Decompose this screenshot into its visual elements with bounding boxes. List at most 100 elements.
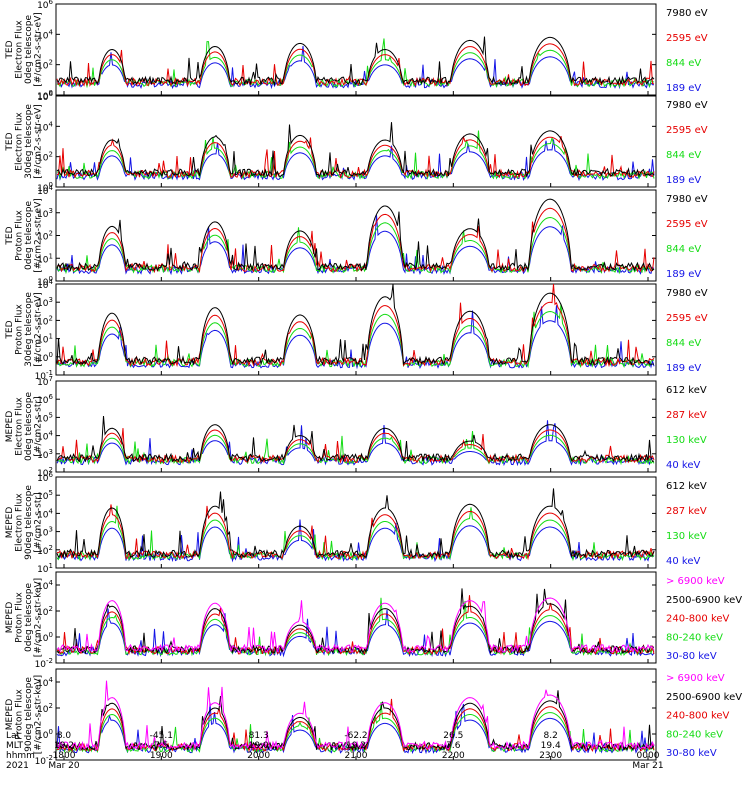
legend-entry: 2595 eV: [666, 219, 708, 230]
legend-entry: 30-80 keV: [666, 651, 717, 662]
series-line--6900-kev: [56, 597, 655, 654]
y-tick-label-0-3: 100: [37, 89, 53, 102]
y-axis-label: MEPEDProton Flux0deg telescope[#/cm2-s-s…: [5, 578, 44, 657]
series-line-612-kev: [56, 488, 655, 559]
x-tick-label-lat: 8.0: [57, 731, 72, 741]
y-axis-label: TEDElectron Flux0deg telescope[#/cm2-s-s…: [5, 12, 44, 87]
legend-entry: 2500-6900 keV: [666, 595, 742, 606]
y-tick-label-5-1: 105: [37, 489, 53, 502]
x-tick-label-hhmm: 1900: [150, 751, 173, 761]
legend-entry: 287 keV: [666, 410, 707, 421]
y-tick-label-5-5: 101: [37, 562, 53, 575]
y-tick-label-5-2: 104: [37, 507, 53, 520]
legend-entry: 40 keV: [666, 460, 700, 471]
y-tick-label-2-3: 101: [37, 252, 53, 265]
y-axis-label: TEDElectron Flux30deg telescope[#/cm2-s-…: [5, 104, 44, 179]
x-tick-label-mlt: 7.5: [154, 741, 168, 751]
legend-entry: 844 eV: [666, 338, 701, 349]
legend-entry: 80-240 keV: [666, 632, 723, 643]
panel-1: 106 104 102 100 TEDElectron Flux30deg telesc…: [5, 90, 708, 194]
y-tick-label-6-3: 10-2: [35, 657, 53, 670]
legend-entry: 2595 eV: [666, 125, 708, 136]
y-tick-label-5-4: 102: [37, 544, 53, 557]
y-tick-label-1-1: 104: [37, 120, 53, 133]
legend-entry: 7980 eV: [666, 100, 708, 111]
y-tick-label-6-2: 100: [37, 631, 53, 644]
legend-entry: 189 eV: [666, 175, 701, 186]
legend-entry: 612 keV: [666, 385, 707, 396]
series-line-2500-6900-kev: [56, 690, 655, 752]
legend-entry: 844 eV: [666, 150, 701, 161]
y-tick-label-2-2: 102: [37, 230, 53, 243]
y-tick-label-6-1: 102: [37, 605, 53, 618]
legend-entry: 2595 eV: [666, 313, 708, 324]
y-tick-label-3-5: 10-1: [35, 369, 53, 382]
y-tick-label-4-2: 105: [37, 411, 53, 424]
x-tick-label-hhmm: 0000: [637, 751, 660, 761]
y-tick-label-4-0: 107: [37, 375, 53, 388]
series-line-130-kev: [56, 505, 655, 562]
series-line-40-kev: [57, 519, 655, 563]
legend-entry: 612 keV: [666, 481, 707, 492]
y-tick-label-4-4: 103: [37, 448, 53, 461]
series-line-612-kev: [56, 415, 655, 463]
legend-entry: 240-800 keV: [666, 711, 730, 722]
y-axis-label: MEPEDElectron Flux0deg telescope[#/cm2-s…: [5, 392, 44, 462]
panel-4: 107 106 105 104 103 102 MEPEDElectron Flux0deg…: [5, 375, 707, 479]
legend-entry: 130 keV: [666, 435, 707, 446]
y-tick-label-0-2: 102: [37, 59, 53, 72]
legend-entry: 130 keV: [666, 531, 707, 542]
x-tick-label-date: Mar 21: [632, 761, 663, 771]
y-tick-label-5-0: 106: [37, 471, 53, 484]
legend-entry: > 6900 keV: [666, 673, 725, 684]
legend-entry: 30-80 keV: [666, 748, 717, 759]
y-tick-label-3-4: 100: [37, 351, 53, 364]
panel-5: 106 105 104 103 102 101 MEPEDElectron Flux90de…: [5, 471, 707, 575]
x-tick-label-lat: -62.2: [344, 731, 367, 741]
series-line-287-kev: [57, 428, 655, 464]
y-tick-label-3-2: 102: [37, 314, 53, 327]
panel-0: 106 104 102 100 TEDElectron Flux0deg telesco…: [5, 0, 708, 102]
y-tick-label-5-3: 103: [37, 526, 53, 539]
series-line-7980-ev: [56, 122, 655, 179]
x-tick-label-lat: 26.5: [443, 731, 463, 741]
x-row-label: Lat: [6, 731, 21, 741]
y-axis-label: TEDProton Flux30deg telescope[#/cm2-s-st…: [5, 292, 44, 367]
y-tick-label-7-1: 102: [37, 702, 53, 715]
legend-entry: 844 eV: [666, 244, 701, 255]
x-tick-label-mlt: 19.4: [541, 741, 561, 751]
x-tick-label-lat: -45.1: [150, 731, 173, 741]
y-tick-label-4-1: 106: [37, 393, 53, 406]
legend-entry: 80-240 keV: [666, 729, 723, 740]
y-tick-label-2-0: 104: [37, 184, 53, 197]
y-tick-label-7-2: 100: [37, 728, 53, 741]
y-tick-label-0-1: 104: [37, 28, 53, 41]
x-tick-label-lat: 8.2: [544, 731, 558, 741]
legend-entry: 189 eV: [666, 269, 701, 280]
y-tick-label-1-3: 100: [37, 181, 53, 194]
x-tick-label-lat: 81.3: [249, 731, 269, 741]
legend-entry: 7980 eV: [666, 8, 708, 19]
series-line-2595-ev: [56, 283, 655, 368]
legend-entry: > 6900 keV: [666, 576, 725, 587]
y-tick-label-4-3: 104: [37, 430, 53, 443]
y-tick-label-7-3: 10-2: [35, 754, 53, 767]
y-tick-label-3-0: 104: [37, 278, 53, 291]
x-tick-label-date: Mar 20: [48, 761, 80, 771]
legend-entry: 40 keV: [666, 556, 700, 567]
x-tick-label-hhmm: 2100: [345, 751, 368, 761]
y-axis-label: TEDProton Flux0deg telescope[#/cm2-s-str…: [5, 198, 44, 273]
y-tick-label-3-3: 101: [37, 333, 53, 346]
series-line-189-ev: [56, 46, 654, 90]
x-tick-label-hhmm: 2000: [247, 751, 270, 761]
y-tick-label-0-0: 106: [37, 0, 53, 11]
legend-entry: 7980 eV: [666, 288, 708, 299]
legend-entry: 7980 eV: [666, 194, 708, 205]
x-tick-label-mlt: 19.2: [54, 741, 74, 751]
series-line-7980-ev: [56, 36, 655, 87]
x-tick-label-mlt: 19.2: [346, 741, 366, 751]
series-line-2500-6900-kev: [56, 588, 655, 655]
